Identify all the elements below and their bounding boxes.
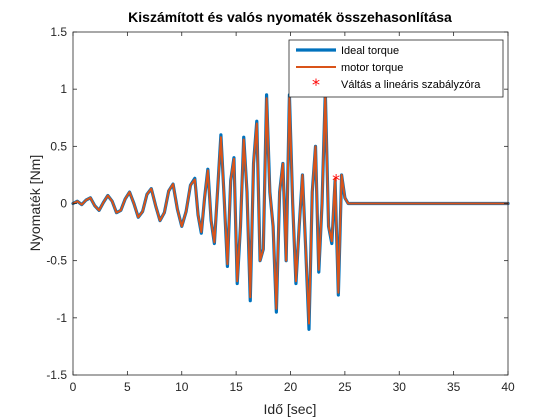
x-tick-label: 15	[229, 380, 243, 394]
ticks-layer: 0 5 10 15 20 25 30 35 40 -1.5 -1 -0.5 0 0.5 1 1.5	[46, 25, 515, 394]
x-axis-label: Idő [sec]	[264, 401, 317, 417]
y-tick-label: 0	[60, 197, 67, 211]
x-tick-label: 20	[284, 380, 298, 394]
series-line-2	[72, 91, 509, 325]
y-tick-label: -1.5	[46, 368, 67, 382]
legend-label-3: Váltás a lineáris szabályzóra	[341, 79, 481, 91]
chart-title: Kiszámított és valós nyomaték összehason…	[128, 9, 452, 25]
x-tick-label: 5	[124, 380, 131, 394]
x-tick-label: 0	[70, 380, 77, 394]
legend: Ideal torque motor torque * Váltás a lineár…	[288, 39, 504, 98]
series-layer: *	[71, 89, 510, 331]
x-tick-label: 25	[338, 380, 352, 394]
y-axis-label: Nyomaték [Nm]	[27, 155, 43, 251]
y-tick-label: -0.5	[46, 254, 67, 268]
legend-marker: *	[312, 75, 320, 94]
y-tick-label: 1.5	[50, 25, 67, 39]
x-tick-label: 30	[393, 380, 407, 394]
x-tick-label: 40	[501, 380, 515, 394]
x-tick-label: 35	[447, 380, 461, 394]
y-tick-label: 1	[60, 82, 67, 96]
x-tick-label: 10	[175, 380, 189, 394]
legend-entries: Ideal torque motor torque * Váltás a lineár…	[296, 45, 481, 94]
legend-label-2: motor torque	[341, 62, 403, 74]
switch-marker: *	[332, 170, 340, 189]
y-tick-label: -1	[56, 311, 67, 325]
y-tick-label: 0.5	[50, 139, 67, 153]
legend-label-1: Ideal torque	[341, 45, 399, 57]
